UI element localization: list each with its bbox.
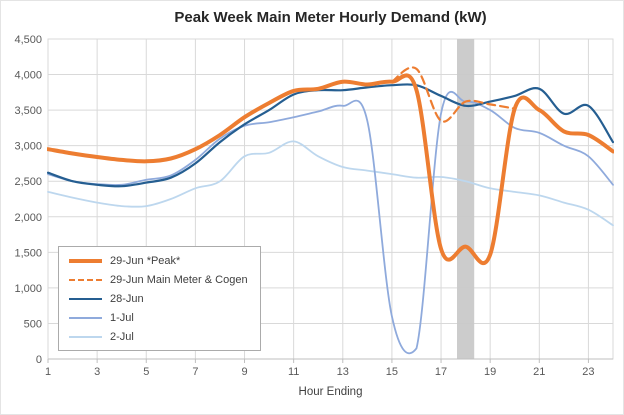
- chart-title: Peak Week Main Meter Hourly Demand (kW): [174, 9, 487, 26]
- x-tick-label: 11: [288, 366, 299, 378]
- legend-item-1-jul: 1-Jul: [69, 311, 248, 324]
- x-tick-label: 3: [94, 366, 100, 378]
- x-axis-title: Hour Ending: [298, 386, 363, 398]
- legend-label-28-jun: 28-Jun: [110, 292, 144, 305]
- legend-line-swatch-29-jun-peak: [69, 258, 102, 263]
- x-tick-label: 13: [337, 366, 349, 378]
- x-tick-label: 1: [45, 366, 51, 378]
- legend-label-2-jul: 2-Jul: [110, 330, 134, 343]
- x-tick-label: 19: [484, 366, 496, 378]
- y-tick-label: 3,000: [14, 141, 42, 153]
- y-tick-label: 0: [36, 354, 42, 366]
- x-tick-label: 17: [435, 366, 447, 378]
- x-tick-label: 7: [192, 366, 198, 378]
- legend-label-29-jun-peak: 29-Jun *Peak*: [110, 254, 181, 267]
- highlight-band: [457, 39, 475, 359]
- series-line-29-jun-main-meter-cogen: [390, 66, 516, 123]
- legend-line-swatch-29-jun-main-meter-cogen: [69, 278, 102, 281]
- series-line-28-jun: [47, 83, 614, 188]
- series-line-29-jun-peak: [47, 73, 614, 266]
- x-tick-label: 23: [582, 366, 594, 378]
- y-tick-label: 4,500: [14, 34, 42, 46]
- x-tick-label: 9: [241, 366, 247, 378]
- x-tick-label: 15: [386, 366, 398, 378]
- legend-line-swatch-28-jun: [69, 297, 102, 300]
- legend: 29-Jun *Peak* 29-Jun Main Meter & Cogen 28…: [58, 246, 261, 351]
- legend-line-swatch-1-jul: [69, 316, 102, 319]
- y-tick-label: 2,500: [14, 176, 42, 188]
- legend-item-29-jun-peak: 29-Jun *Peak*: [69, 254, 248, 267]
- series-line-2-jul: [47, 140, 614, 227]
- legend-label-29-jun-main-meter-cogen: 29-Jun Main Meter & Cogen: [110, 273, 248, 286]
- y-tick-label: 3,500: [14, 105, 42, 117]
- x-tick-label: 21: [533, 366, 545, 378]
- legend-line-swatch-2-jul: [69, 335, 102, 338]
- series-line-1-jul: [47, 90, 614, 355]
- x-tick-label: 5: [143, 366, 149, 378]
- y-tick-label: 1,000: [14, 283, 42, 295]
- legend-item-2-jul: 2-Jul: [69, 330, 248, 343]
- legend-label-1-jul: 1-Jul: [110, 311, 134, 324]
- y-tick-label: 500: [24, 318, 42, 330]
- legend-item-29-jun-main-meter-cogen: 29-Jun Main Meter & Cogen: [69, 273, 248, 286]
- y-tick-label: 4,000: [14, 70, 42, 82]
- y-tick-label: 2,000: [14, 212, 42, 224]
- legend-item-28-jun: 28-Jun: [69, 292, 248, 305]
- y-tick-label: 1,500: [14, 247, 42, 259]
